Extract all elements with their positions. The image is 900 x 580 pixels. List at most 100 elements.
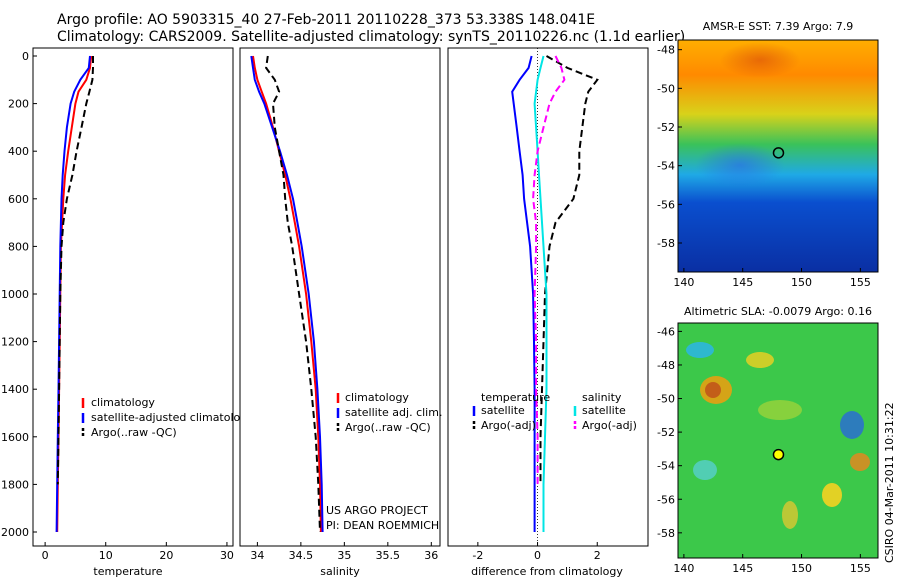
legend-sal-satellite-label: satellite	[582, 404, 626, 417]
sst-map-title: AMSR-E SST: 7.39 Argo: 7.9	[703, 20, 854, 33]
salinity-legend: climatology satellite adj. clim. Argo(..…	[336, 391, 442, 434]
salinity-plot-area: 34 34.5 35 35.5 36	[250, 55, 438, 562]
x-tick-label: -2	[472, 549, 483, 562]
legend-argo-label: Argo(..raw -QC)	[91, 426, 177, 439]
sla-anomaly-blobs	[686, 342, 870, 529]
legend-temp-argo-label: Argo(-adj)	[481, 419, 536, 432]
difference-legend: temperature satellite Argo(-adj) salinit…	[472, 391, 637, 432]
sla-low-anomaly	[693, 460, 717, 480]
argo-float-marker	[772, 147, 785, 159]
x-tick-label: 0	[534, 549, 541, 562]
y-tick-label: 400	[8, 145, 29, 158]
legend-satellite-label: satellite-adjusted climatology	[91, 411, 254, 424]
sst-map-panel: AMSR-E SST: 7.39 Argo: 7.9 140 145 150 155 -…	[657, 20, 879, 289]
map-x-tick-label: 150	[791, 562, 812, 575]
csiro-timestamp: CSIRO 04-Mar-2011 10:31:22	[883, 402, 896, 563]
legend-temperature-heading: temperature	[481, 391, 550, 404]
map-y-tick-label: -52	[657, 426, 675, 439]
sla-low-anomaly	[840, 411, 864, 439]
y-tick-label: 1400	[1, 383, 29, 396]
difference-xlabel: difference from climatology	[471, 565, 623, 578]
map-y-tick-label: -48	[657, 359, 675, 372]
map-y-tick-label: -50	[657, 82, 675, 95]
difference-plot-area: -2 0 2	[472, 48, 601, 562]
legend-sal-argo-label: Argo(-adj)	[582, 419, 637, 432]
y-tick-label: 1800	[1, 478, 29, 491]
map-x-tick-label: 140	[673, 276, 694, 289]
series-line-salinity-argo-adj-	[532, 55, 566, 485]
x-tick-label: 35	[337, 549, 351, 562]
sla-high-anomaly	[746, 352, 774, 368]
series-line-satellite-adj-clim-	[250, 55, 324, 533]
y-tick-label: 800	[8, 240, 29, 253]
x-tick-label: 30	[220, 549, 234, 562]
x-tick-label: 10	[99, 549, 113, 562]
map-y-tick-label: -50	[657, 393, 675, 406]
temperature-xlabel: temperature	[93, 565, 162, 578]
x-tick-label: 34	[250, 549, 264, 562]
sla-low-anomaly	[686, 342, 714, 358]
map-x-tick-label: 140	[673, 562, 694, 575]
y-tick-label: 200	[8, 98, 29, 111]
map-y-tick-label: -56	[657, 198, 675, 211]
sla-axes: 140 145 150 155 -46 -48 -50 -52 -54 -56 -58	[657, 325, 871, 575]
project-annotation-line1: US ARGO PROJECT	[326, 504, 428, 517]
y-tick-label: 1600	[1, 431, 29, 444]
x-tick-label: 35.5	[376, 549, 401, 562]
sst-warm-region	[720, 42, 800, 78]
x-tick-label: 0	[42, 549, 49, 562]
temperature-plot-area: 0 10 20 30 0 200 400 600 800 1000 1200 1400 1600 1800…	[1, 50, 234, 562]
y-tick-label: 1200	[1, 336, 29, 349]
map-y-tick-label: -56	[657, 493, 675, 506]
map-y-tick-label: -58	[657, 237, 675, 250]
series-line-temperature-argo-adj-	[539, 55, 599, 485]
sla-high-anomaly	[850, 453, 870, 471]
sst-front-region	[695, 143, 785, 187]
project-annotation-line2: PI: DEAN ROEMMICH	[326, 519, 439, 532]
map-y-tick-label: -46	[657, 325, 675, 338]
legend-climatology-label: climatology	[345, 391, 409, 404]
figure-title-line2: Climatology: CARS2009. Satellite-adjuste…	[57, 29, 685, 45]
map-x-tick-label: 150	[791, 276, 812, 289]
sst-axes: 140 145 150 155 -48 -50 -52 -54 -56 -58	[657, 44, 871, 289]
salinity-panel: 34 34.5 35 35.5 36 salinity climatology sate…	[239, 47, 442, 578]
y-tick-label: 600	[8, 193, 29, 206]
y-tick-label: 0	[22, 50, 29, 63]
map-y-tick-label: -54	[657, 160, 675, 173]
map-y-tick-label: -58	[657, 527, 675, 540]
salinity-xlabel: salinity	[320, 565, 360, 578]
series-line-salinity-satellite	[533, 55, 548, 532]
map-x-tick-label: 145	[732, 562, 753, 575]
figure-title-line1: Argo profile: AO 5903315_40 27-Feb-2011 …	[57, 12, 595, 28]
sla-high-core	[705, 382, 721, 398]
sla-map-panel: Altimetric SLA: -0.0079 Argo: 0.16 140 14…	[657, 305, 879, 575]
y-tick-label: 2000	[1, 526, 29, 539]
legend-argo-label: Argo(..raw -QC)	[345, 421, 431, 434]
x-tick-label: 2	[594, 549, 601, 562]
x-tick-label: 20	[159, 549, 173, 562]
temperature-axes-box	[32, 47, 234, 547]
map-y-tick-label: -52	[657, 121, 675, 134]
legend-climatology-label: climatology	[91, 396, 155, 409]
map-x-tick-label: 155	[850, 562, 871, 575]
argo-float-marker	[772, 448, 785, 461]
sla-map-title: Altimetric SLA: -0.0079 Argo: 0.16	[684, 305, 872, 318]
map-y-tick-label: -54	[657, 460, 675, 473]
sla-positive-band	[758, 400, 802, 420]
temperature-panel: 0 10 20 30 0 200 400 600 800 1000 1200 1400 1600 1800…	[1, 47, 254, 578]
map-y-tick-label: -48	[657, 44, 675, 57]
map-x-tick-label: 145	[732, 276, 753, 289]
sla-high-anomaly	[822, 483, 842, 507]
legend-satellite-label: satellite adj. clim.	[345, 406, 442, 419]
x-tick-label: 34.5	[289, 549, 314, 562]
series-line-argo-raw-qc-	[56, 56, 94, 485]
y-tick-label: 1000	[1, 288, 29, 301]
x-tick-label: 36	[424, 549, 438, 562]
sla-heatmap	[677, 322, 879, 559]
difference-axes-box	[447, 47, 649, 547]
sla-high-anomaly	[782, 501, 798, 529]
temperature-legend: climatology satellite-adjusted climatolo…	[81, 396, 254, 439]
legend-temp-satellite-label: satellite	[481, 404, 525, 417]
map-x-tick-label: 155	[850, 276, 871, 289]
